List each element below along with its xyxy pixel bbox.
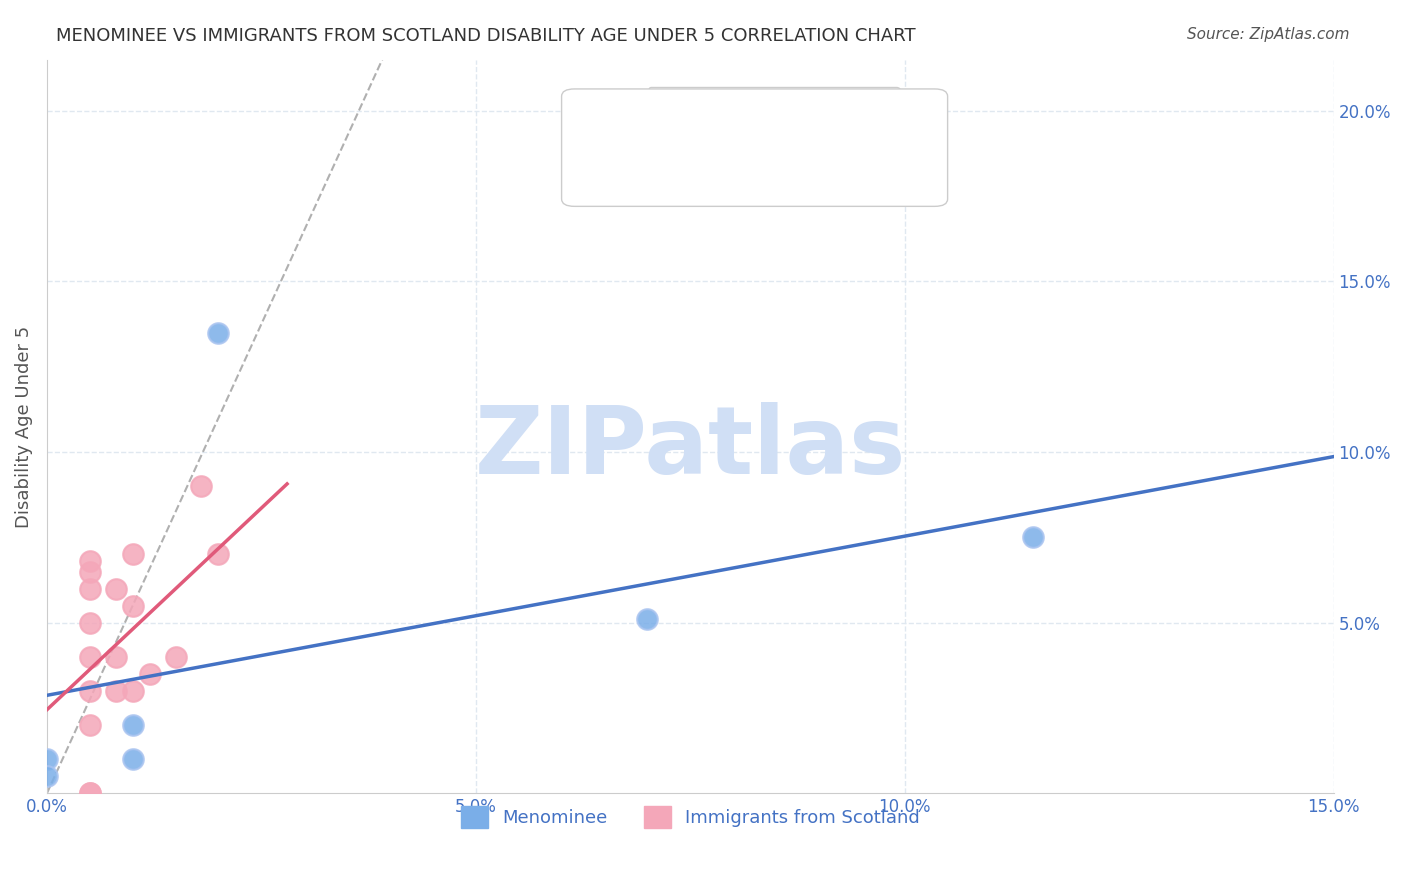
Y-axis label: Disability Age Under 5: Disability Age Under 5 <box>15 326 32 527</box>
Point <box>121 599 143 613</box>
Point <box>190 479 212 493</box>
Point <box>121 752 143 766</box>
Point <box>165 649 187 664</box>
Point <box>35 769 58 783</box>
Point <box>79 582 101 596</box>
Point <box>79 786 101 800</box>
Point <box>35 752 58 766</box>
Point <box>104 649 127 664</box>
Point <box>121 718 143 732</box>
Point <box>79 649 101 664</box>
Point <box>207 326 229 340</box>
Point <box>104 582 127 596</box>
Text: MENOMINEE VS IMMIGRANTS FROM SCOTLAND DISABILITY AGE UNDER 5 CORRELATION CHART: MENOMINEE VS IMMIGRANTS FROM SCOTLAND DI… <box>56 27 915 45</box>
Point <box>139 666 162 681</box>
Point <box>79 718 101 732</box>
Point <box>636 612 658 626</box>
Legend: Menominee, Immigrants from Scotland: Menominee, Immigrants from Scotland <box>454 799 927 836</box>
Point <box>1022 530 1045 544</box>
Point <box>121 548 143 562</box>
Point <box>79 554 101 568</box>
Point <box>79 565 101 579</box>
Point <box>79 615 101 630</box>
Text: ZIPatlas: ZIPatlas <box>475 402 905 494</box>
FancyBboxPatch shape <box>561 89 948 206</box>
Point <box>79 786 101 800</box>
Point <box>207 548 229 562</box>
Point <box>121 684 143 698</box>
Text: Source: ZipAtlas.com: Source: ZipAtlas.com <box>1187 27 1350 42</box>
Point <box>104 684 127 698</box>
Point <box>79 684 101 698</box>
